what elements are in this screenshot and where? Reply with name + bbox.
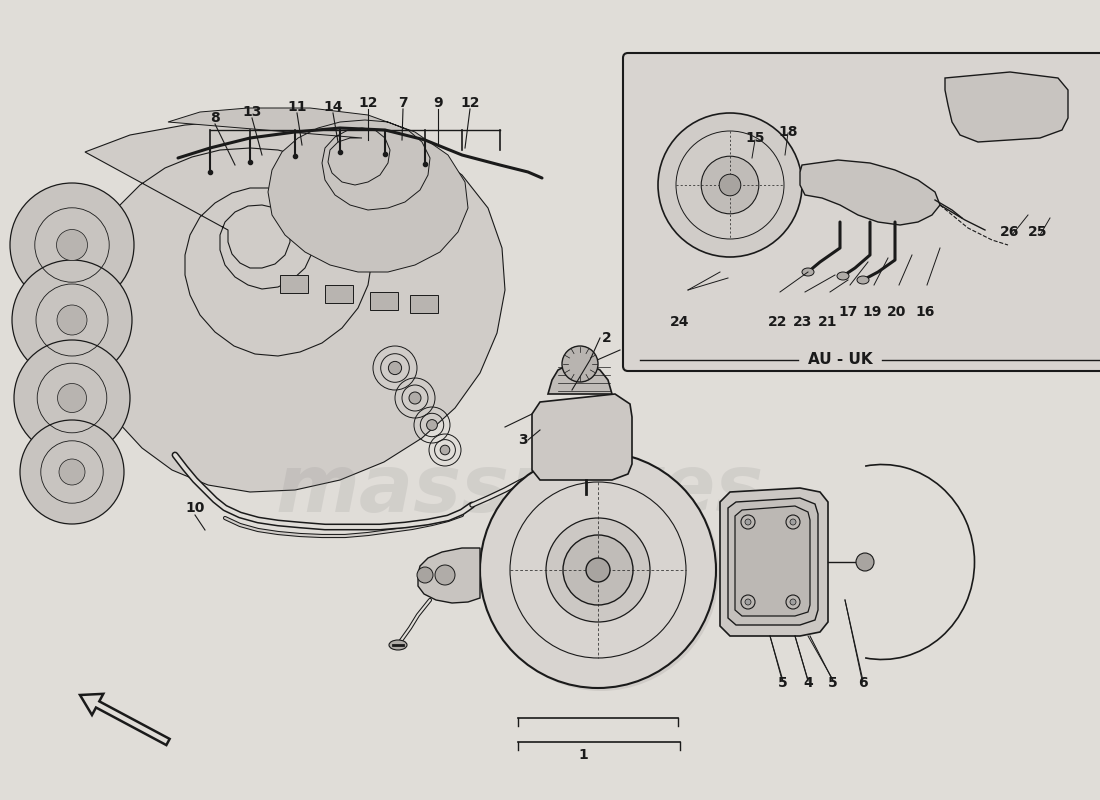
Bar — [370, 292, 398, 310]
Polygon shape — [532, 394, 632, 480]
Bar — [280, 275, 308, 293]
Circle shape — [388, 362, 401, 374]
Circle shape — [701, 156, 759, 214]
Text: 5: 5 — [778, 676, 788, 690]
Polygon shape — [82, 120, 505, 492]
Ellipse shape — [837, 272, 849, 280]
Text: 17: 17 — [838, 305, 858, 319]
Polygon shape — [548, 364, 612, 394]
Circle shape — [856, 553, 875, 571]
Circle shape — [719, 174, 740, 196]
Circle shape — [480, 452, 716, 688]
Circle shape — [12, 260, 132, 380]
Polygon shape — [720, 488, 828, 636]
Text: 24: 24 — [670, 315, 690, 329]
Bar — [324, 285, 353, 303]
Text: 9: 9 — [433, 96, 443, 110]
Circle shape — [592, 438, 604, 450]
Circle shape — [562, 346, 598, 382]
Circle shape — [20, 420, 124, 524]
FancyBboxPatch shape — [623, 53, 1100, 371]
Text: 21: 21 — [818, 315, 838, 329]
Circle shape — [417, 567, 433, 583]
Ellipse shape — [389, 640, 407, 650]
Text: 25: 25 — [1028, 225, 1047, 239]
Polygon shape — [800, 160, 940, 225]
Text: 12: 12 — [460, 96, 480, 110]
Polygon shape — [945, 72, 1068, 142]
Ellipse shape — [857, 276, 869, 284]
Circle shape — [790, 519, 796, 525]
Circle shape — [586, 558, 611, 582]
Text: 2: 2 — [602, 331, 612, 345]
Polygon shape — [418, 548, 480, 603]
Text: 8: 8 — [210, 111, 220, 125]
Text: 18: 18 — [779, 125, 798, 139]
Text: 23: 23 — [793, 315, 813, 329]
Circle shape — [427, 419, 438, 430]
Circle shape — [745, 599, 751, 605]
Circle shape — [790, 599, 796, 605]
Circle shape — [745, 519, 751, 525]
Circle shape — [546, 518, 650, 622]
Circle shape — [434, 565, 455, 585]
Text: 20: 20 — [888, 305, 906, 319]
Text: 13: 13 — [242, 105, 262, 119]
Text: AU - UK: AU - UK — [807, 353, 872, 367]
Text: 10: 10 — [185, 501, 205, 515]
Circle shape — [563, 535, 632, 605]
Circle shape — [14, 340, 130, 456]
Circle shape — [10, 183, 134, 307]
Ellipse shape — [802, 268, 814, 276]
Text: 19: 19 — [862, 305, 882, 319]
Text: 15: 15 — [746, 131, 764, 145]
Polygon shape — [168, 108, 468, 272]
Text: 4: 4 — [803, 676, 813, 690]
Text: 6: 6 — [858, 676, 868, 690]
Text: 7: 7 — [398, 96, 408, 110]
Text: 5: 5 — [828, 676, 838, 690]
Circle shape — [59, 459, 85, 485]
Text: 1: 1 — [579, 748, 587, 762]
Text: 26: 26 — [1000, 225, 1020, 239]
Text: 11: 11 — [287, 100, 307, 114]
Circle shape — [56, 230, 88, 261]
Circle shape — [658, 113, 802, 257]
Text: 16: 16 — [915, 305, 935, 319]
Text: 3: 3 — [518, 433, 528, 447]
Polygon shape — [728, 498, 818, 625]
Circle shape — [440, 445, 450, 454]
Circle shape — [483, 455, 719, 691]
Text: masspares: masspares — [276, 451, 764, 529]
Circle shape — [57, 383, 87, 413]
Circle shape — [57, 305, 87, 335]
Bar — [410, 295, 438, 313]
Text: 14: 14 — [323, 100, 343, 114]
Text: 22: 22 — [768, 315, 788, 329]
Text: 12: 12 — [359, 96, 377, 110]
Polygon shape — [735, 506, 810, 616]
Circle shape — [409, 392, 421, 404]
